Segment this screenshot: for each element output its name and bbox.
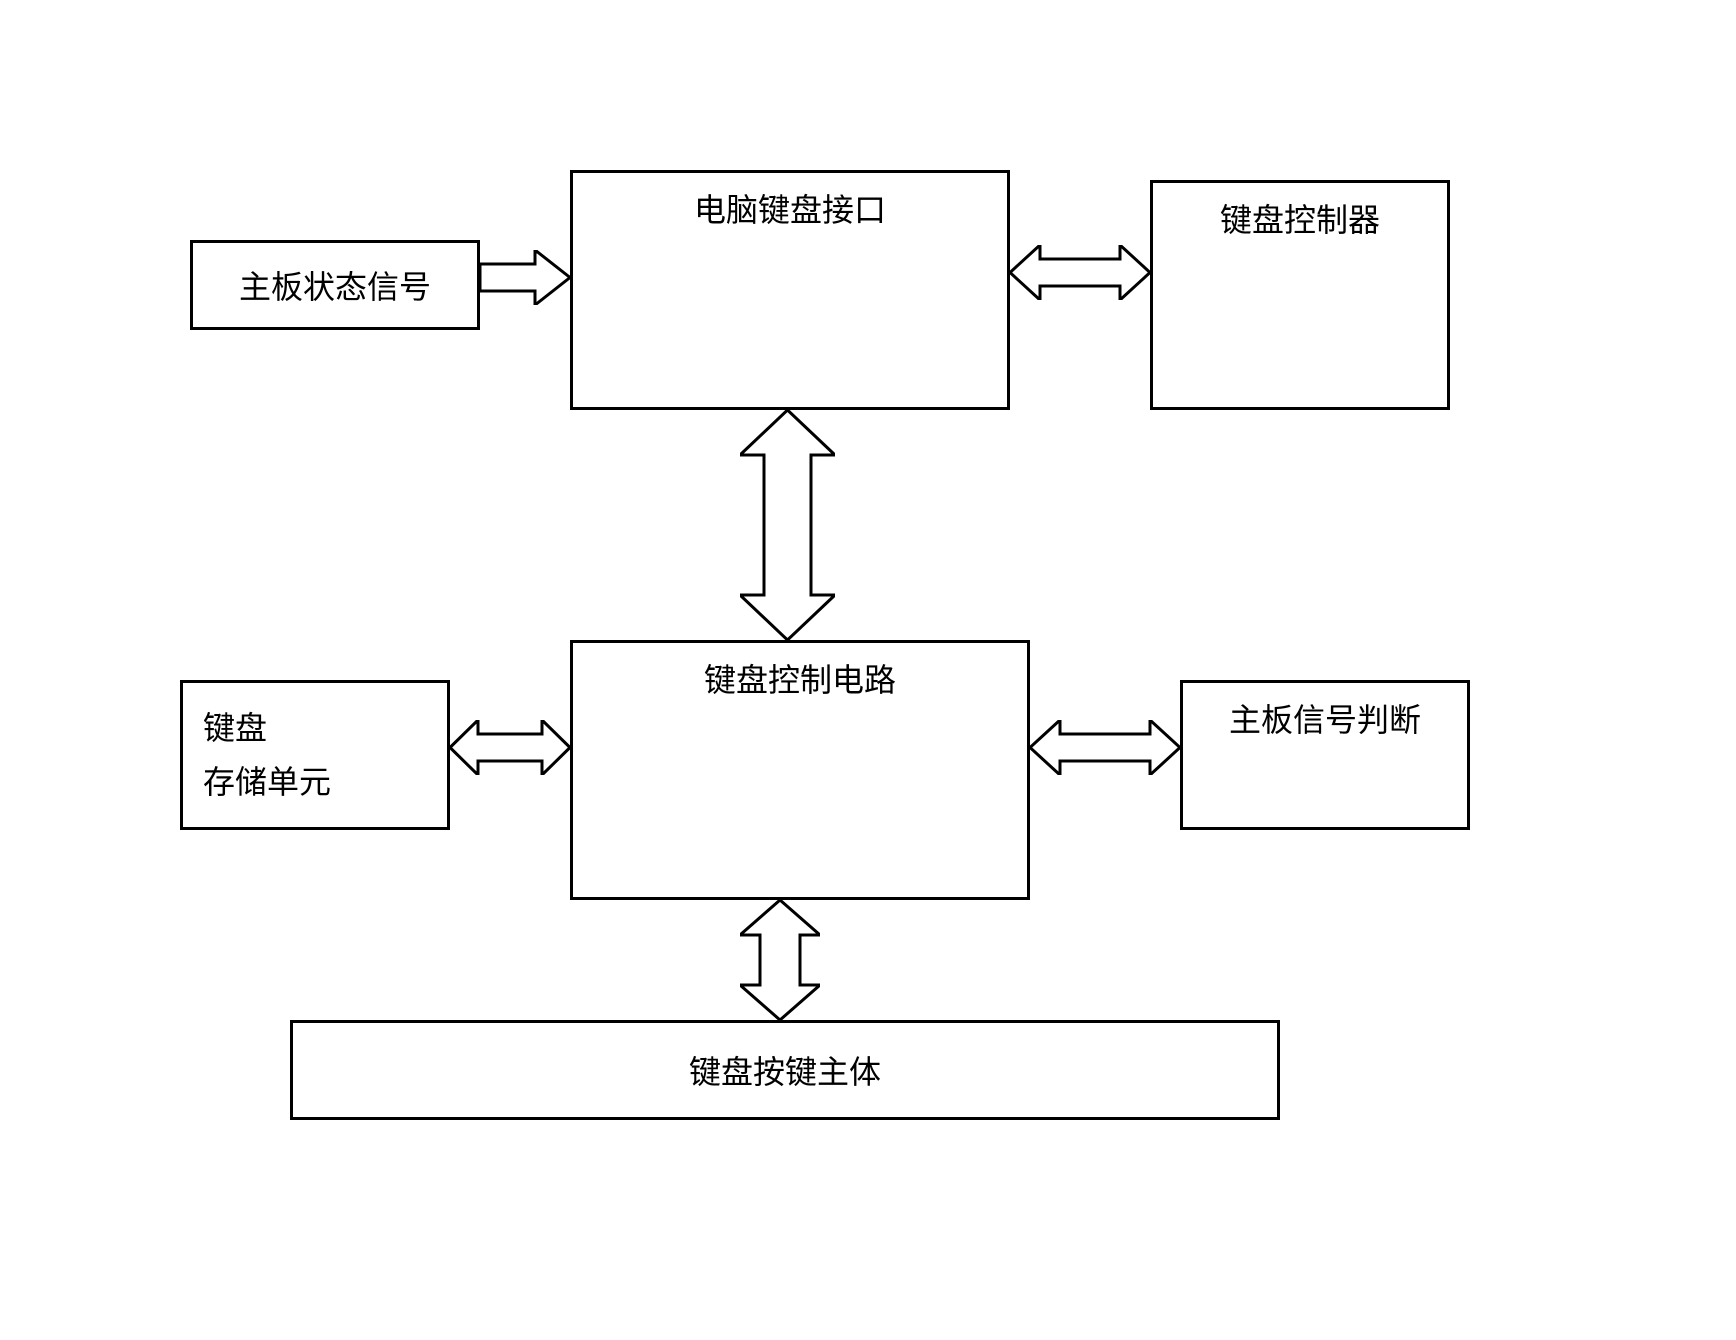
keyboard-interface-box: 电脑键盘接口 [570,170,1010,410]
keyboard-interface-label: 电脑键盘接口 [694,185,886,231]
arrow-single-right [480,250,570,310]
keyboard-key-body-label: 键盘按键主体 [689,1047,881,1093]
arrow-double-vertical-2 [740,900,820,1025]
keyboard-storage-label-1: 键盘 [203,703,267,749]
arrow-double-horizontal-2 [450,720,570,780]
arrow-double-vertical-1 [740,410,835,645]
keyboard-control-circuit-box: 键盘控制电路 [570,640,1030,900]
keyboard-controller-box: 键盘控制器 [1150,180,1450,410]
motherboard-status-box: 主板状态信号 [190,240,480,330]
arrow-double-horizontal-1 [1010,245,1150,305]
motherboard-signal-judge-label: 主板信号判断 [1229,695,1421,741]
keyboard-storage-label-2: 存储单元 [203,757,331,803]
motherboard-status-label: 主板状态信号 [239,262,431,308]
arrow-double-horizontal-3 [1030,720,1180,780]
motherboard-signal-judge-box: 主板信号判断 [1180,680,1470,830]
keyboard-key-body-box: 键盘按键主体 [290,1020,1280,1120]
keyboard-storage-box: 键盘 存储单元 [180,680,450,830]
keyboard-control-circuit-label: 键盘控制电路 [704,655,896,701]
keyboard-controller-label: 键盘控制器 [1220,195,1380,241]
